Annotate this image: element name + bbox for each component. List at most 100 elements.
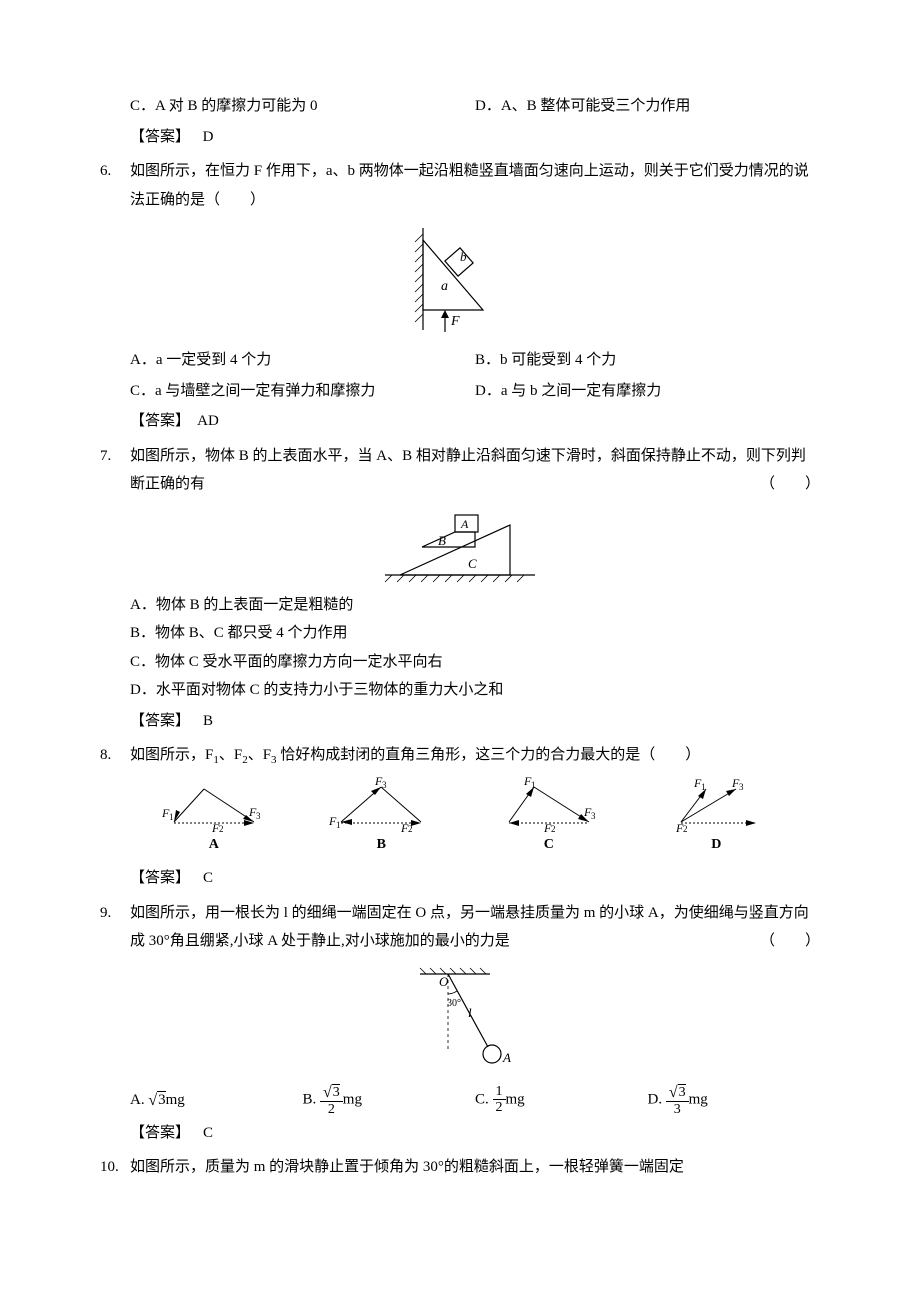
q6-optB-label: B． [475,352,500,368]
q6-optC-label: C． [130,383,155,399]
q7-optC: C．物体 C 受水平面的摩擦力方向一定水平向右 [100,648,820,677]
q7-fig-A: A [460,517,469,531]
q9-stem-row: 9. 如图所示，用一根长为 l 的细绳一端固定在 O 点，另一端悬挂质量为 m … [100,899,820,956]
q5-answer-line: 【答案】D [100,123,820,152]
q10-stem-row: 10. 如图所示，质量为 m 的滑块静止置于倾角为 30°的粗糙斜面上，一根轻弹… [100,1153,820,1182]
q5-answer-label: 【答案】 [130,129,190,145]
q7-block: 7. 如图所示，物体 B 的上表面水平，当 A、B 相对静止沿斜面匀速下滑时，斜… [100,442,820,736]
q10-stem: 如图所示，质量为 m 的滑块静止置于倾角为 30°的粗糙斜面上，一根轻弹簧一端固… [130,1153,820,1182]
q6-fig-F: F [450,314,460,329]
svg-text:1: 1 [336,820,341,830]
q7-optB-text: 物体 B、C 都只受 4 个力作用 [155,625,348,641]
q7-answer-label: 【答案】 [130,713,190,729]
q5-optC-label: C． [130,98,155,114]
q9-opts: A. √3mg B. √3 2 mg C. 1 2 mg D. √3 3 mg [100,1083,820,1117]
q6-num: 6. [100,157,130,214]
q7-stem-paren: （ ） [760,470,820,499]
q7-stem: 如图所示，物体 B 的上表面水平，当 A、B 相对静止沿斜面匀速下滑时，斜面保持… [130,448,806,493]
q5-optC: C．A 对 B 的摩擦力可能为 0 [130,92,475,121]
q9-optB-frac: √3 2 [320,1083,343,1117]
q7-optB-label: B． [130,625,155,641]
svg-text:3: 3 [591,811,596,821]
q9-answer-line: 【答案】C [100,1119,820,1148]
q9-optA-label: A. [130,1092,145,1108]
q7-optB: B．物体 B、C 都只受 4 个力作用 [100,619,820,648]
q9-optB-label: B. [303,1091,317,1107]
q9-fig-O: O [439,974,449,989]
q9-optB-num-rad: 3 [332,1084,340,1100]
q8-figA-wrap: F1 F3 F2 A [154,777,274,859]
q7-figure-row: C B A [100,505,820,585]
q8-figB-wrap: F3 F1 F2 B [321,777,441,859]
q5-block: C．A 对 B 的摩擦力可能为 0 D．A、B 整体可能受三个力作用 【答案】D [100,92,820,151]
q9-optB-den: 2 [320,1102,343,1117]
q5-answer: D [190,123,226,152]
q9-optB: B. √3 2 mg [303,1083,476,1117]
q10-num: 10. [100,1153,130,1182]
svg-text:1: 1 [531,780,536,790]
q7-optD-text: 水平面对物体 C 的支持力小于三物体的重力大小之和 [156,682,504,698]
q9-answer-label: 【答案】 [130,1125,190,1141]
svg-text:2: 2 [683,824,688,832]
q7-fig-C: C [468,556,477,571]
svg-text:2: 2 [408,824,413,832]
q7-optD-label: D． [130,682,156,698]
q9-optD: D. √3 3 mg [648,1083,821,1117]
svg-text:3: 3 [739,782,744,792]
q8-figD-wrap: F1 F3 F2 D [656,777,776,859]
q8-num: 8. [100,741,130,771]
q6-optB-text: b 可能受到 4 个力 [500,352,616,368]
q9-answer: C [190,1119,226,1148]
q7-optD: D．水平面对物体 C 的支持力小于三物体的重力大小之和 [100,676,820,705]
q9-figure-row: O 30° l A [100,962,820,1077]
q9-optC-mg: mg [506,1091,525,1107]
q6-answer: AD [190,407,226,436]
q9-optC-frac: 1 2 [493,1084,506,1116]
q9-figure: O 30° l A [400,962,520,1077]
q9-fig-l: l [468,1005,472,1020]
q7-body: 如图所示，物体 B 的上表面水平，当 A、B 相对静止沿斜面匀速下滑时，斜面保持… [130,442,820,499]
q5-optD: D．A、B 整体可能受三个力作用 [475,92,820,121]
q7-optA-label: A． [130,597,156,613]
q6-answer-label: 【答案】 [130,413,190,429]
q8-figC-wrap: F1 F3 F2 C [489,777,609,859]
q7-optC-label: C． [130,654,155,670]
q9-stem: 如图所示，用一根长为 l 的细绳一端固定在 O 点，另一端悬挂质量为 m 的小球… [130,905,809,950]
q9-optA-rad: 3 [157,1091,166,1108]
q8-stem-tail: 恰好构成封闭的直角三角形，这三个力的合力最大的是（ ） [277,747,701,763]
q9-optB-mg: mg [343,1091,362,1107]
q9-optD-frac: √3 3 [666,1083,689,1117]
q9-sqrt-icon-A: √ [148,1092,157,1109]
q9-sqrt-icon-B: √ [323,1084,332,1101]
q9-num: 9. [100,899,130,956]
q6-figure-row: a b F [100,220,820,340]
q8-stem-row: 8. 如图所示，F1、F2、F3 恰好构成封闭的直角三角形，这三个力的合力最大的… [100,741,820,771]
q8-figD: F1 F3 F2 [656,777,776,832]
q6-stem: 如图所示，在恒力 F 作用下，a、b 两物体一起沿粗糙竖直墙面匀速向上运动，则关… [130,157,820,214]
q8-block: 8. 如图所示，F1、F2、F3 恰好构成封闭的直角三角形，这三个力的合力最大的… [100,741,820,893]
q8-stem-mid1: 、F [219,747,242,763]
svg-text:2: 2 [551,824,556,832]
q5-optD-label: D． [475,98,501,114]
q7-optA: A．物体 B 的上表面一定是粗糙的 [100,591,820,620]
q9-optC: C. 1 2 mg [475,1084,648,1116]
q7-answer-line: 【答案】B [100,707,820,736]
svg-text:2: 2 [219,824,224,832]
q7-figure: C B A [380,505,540,585]
svg-text:3: 3 [256,811,261,821]
q8-stem-body: 如图所示，F1、F2、F3 恰好构成封闭的直角三角形，这三个力的合力最大的是（ … [130,741,820,771]
q9-body: 如图所示，用一根长为 l 的细绳一端固定在 O 点，另一端悬挂质量为 m 的小球… [130,899,820,956]
q9-optD-mg: mg [689,1091,708,1107]
q6-optD-label: D． [475,383,501,399]
q6-optC-text: a 与墙壁之间一定有弹力和摩擦力 [155,383,375,399]
q6-opts-cd: C．a 与墙壁之间一定有弹力和摩擦力 D．a 与 b 之间一定有摩擦力 [100,377,820,406]
q9-optC-num: 1 [493,1084,506,1100]
q8-figA: F1 F3 F2 [154,777,274,832]
q9-optA: A. √3mg [130,1085,303,1115]
q9-optD-label: D. [648,1091,663,1107]
q6-optA: A．a 一定受到 4 个力 [130,346,475,375]
q6-answer-line: 【答案】AD [100,407,820,436]
q7-fig-B: B [438,533,446,548]
q6-opts-ab: A．a 一定受到 4 个力 B．b 可能受到 4 个力 [100,346,820,375]
q9-fig-A: A [502,1050,511,1065]
